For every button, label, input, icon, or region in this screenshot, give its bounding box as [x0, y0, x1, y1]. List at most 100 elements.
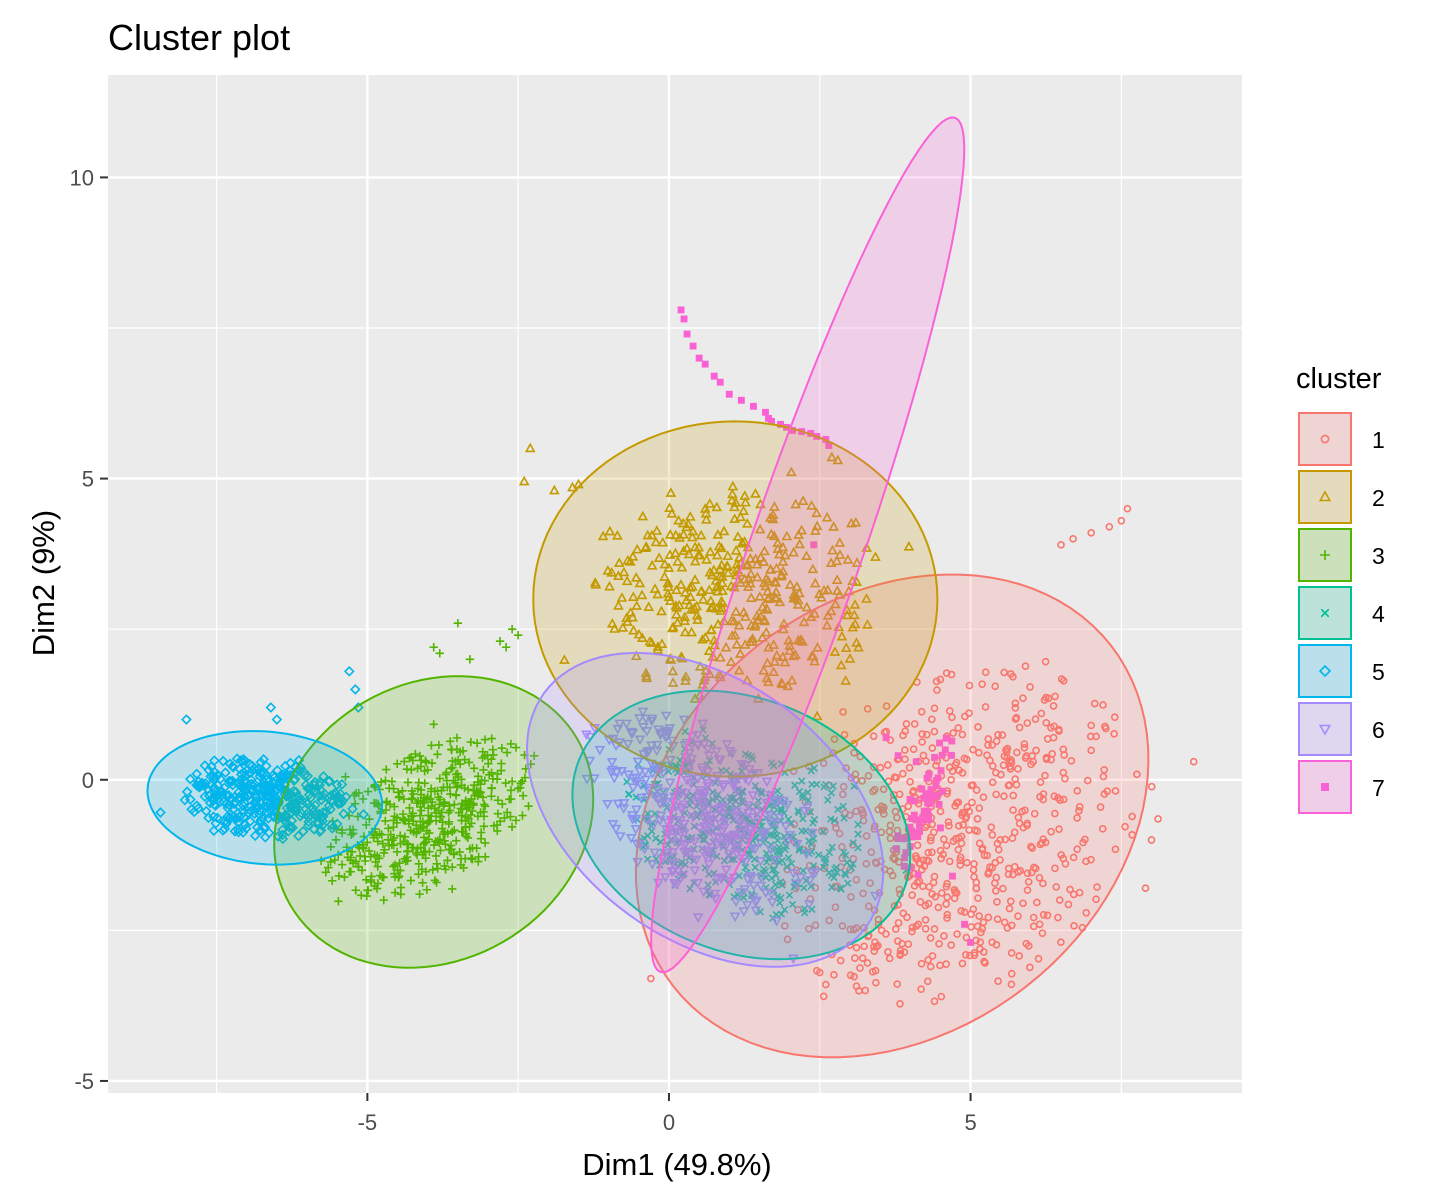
- point-cluster-1: [929, 878, 938, 887]
- point-cluster-2: [796, 635, 808, 645]
- point-cluster-4: [664, 841, 672, 849]
- point-cluster-2: [834, 549, 846, 559]
- point-cluster-1: [1075, 803, 1084, 811]
- point-cluster-3: [365, 815, 374, 824]
- point-cluster-1: [924, 857, 933, 865]
- point-cluster-3: [334, 897, 343, 906]
- point-cluster-3: [465, 655, 475, 664]
- point-cluster-2: [754, 591, 766, 601]
- point-cluster-1: [913, 841, 922, 850]
- point-cluster-2: [609, 623, 620, 633]
- point-cluster-1: [1069, 853, 1078, 862]
- point-cluster-3: [462, 801, 471, 811]
- point-cluster-3: [394, 788, 403, 797]
- point-cluster-1: [860, 942, 868, 951]
- point-cluster-7: [749, 402, 757, 410]
- point-cluster-2: [742, 541, 754, 552]
- point-cluster-2: [640, 667, 652, 678]
- point-cluster-1: [864, 772, 873, 780]
- point-cluster-2: [714, 668, 725, 679]
- point-cluster-3: [373, 837, 382, 846]
- point-cluster-2: [559, 654, 570, 664]
- point-cluster-3: [436, 846, 445, 855]
- point-cluster-1: [815, 968, 824, 977]
- point-cluster-1: [880, 865, 889, 874]
- point-cluster-1: [1027, 868, 1036, 877]
- point-cluster-2: [773, 548, 785, 559]
- point-cluster-1: [892, 773, 901, 782]
- point-cluster-1: [1100, 790, 1109, 798]
- point-cluster-3: [417, 865, 426, 874]
- point-cluster-3: [414, 778, 423, 787]
- point-cluster-2: [691, 600, 703, 611]
- point-cluster-7: [737, 396, 745, 404]
- point-cluster-1: [1013, 748, 1021, 757]
- point-cluster-4: [705, 756, 714, 765]
- point-cluster-1: [1021, 662, 1030, 670]
- point-cluster-1: [918, 730, 926, 738]
- point-cluster-3: [453, 769, 462, 778]
- point-cluster-2: [716, 577, 728, 588]
- point-cluster-2: [840, 642, 852, 652]
- point-cluster-2: [832, 454, 844, 465]
- point-cluster-1: [914, 920, 923, 929]
- point-cluster-1: [804, 924, 813, 933]
- y-tick-label: -5: [74, 1069, 94, 1094]
- point-cluster-1: [942, 841, 951, 850]
- point-cluster-2: [801, 550, 812, 561]
- point-cluster-2: [622, 554, 634, 565]
- legend-title: cluster: [1296, 363, 1382, 395]
- point-cluster-2: [718, 615, 730, 626]
- point-cluster-1: [1087, 721, 1096, 730]
- point-cluster-1: [879, 785, 888, 794]
- point-cluster-2: [712, 580, 724, 591]
- point-cluster-3: [324, 863, 333, 872]
- point-cluster-3: [326, 857, 335, 867]
- point-cluster-2: [665, 487, 677, 497]
- point-cluster-1: [1051, 809, 1059, 818]
- point-cluster-2: [659, 571, 670, 581]
- point-cluster-2: [726, 494, 738, 505]
- point-cluster-1: [1016, 866, 1025, 875]
- point-cluster-2: [849, 618, 861, 629]
- point-cluster-2: [851, 557, 863, 567]
- point-cluster-3: [370, 850, 379, 860]
- point-cluster-1: [838, 922, 847, 930]
- point-cluster-3: [435, 649, 444, 658]
- point-cluster-1: [821, 980, 830, 989]
- point-cluster-1: [839, 708, 847, 716]
- point-cluster-2: [680, 671, 692, 681]
- point-cluster-2: [746, 619, 757, 630]
- point-cluster-1: [987, 823, 996, 832]
- legend-item-6: 6: [1298, 702, 1385, 756]
- point-cluster-1: [1049, 702, 1058, 710]
- point-cluster-4: [677, 860, 685, 868]
- point-cluster-4: [839, 802, 847, 811]
- point-cluster-2: [631, 543, 643, 554]
- point-cluster-2: [764, 564, 776, 574]
- y-tick-label: 5: [82, 467, 94, 492]
- point-cluster-1: [1052, 883, 1061, 891]
- point-cluster-3: [374, 854, 384, 863]
- point-cluster-2: [794, 587, 805, 598]
- point-cluster-3: [357, 891, 366, 900]
- point-cluster-3: [518, 811, 527, 820]
- point-cluster-1: [1023, 886, 1032, 894]
- point-cluster-2: [797, 495, 809, 506]
- point-cluster-1: [870, 942, 878, 951]
- point-cluster-1: [1110, 713, 1119, 721]
- point-cluster-4: [844, 879, 852, 887]
- point-cluster-1: [1038, 839, 1046, 847]
- point-cluster-1: [974, 894, 982, 902]
- point-cluster-3: [381, 776, 390, 785]
- point-cluster-2: [686, 531, 698, 542]
- point-cluster-1: [1055, 825, 1063, 833]
- point-cluster-1: [1028, 844, 1037, 852]
- point-cluster-4: [780, 905, 789, 914]
- point-cluster-1: [967, 781, 976, 790]
- point-cluster-1: [933, 686, 941, 694]
- point-cluster-2: [840, 675, 852, 685]
- point-cluster-4: [800, 909, 809, 917]
- point-cluster-2: [705, 602, 717, 613]
